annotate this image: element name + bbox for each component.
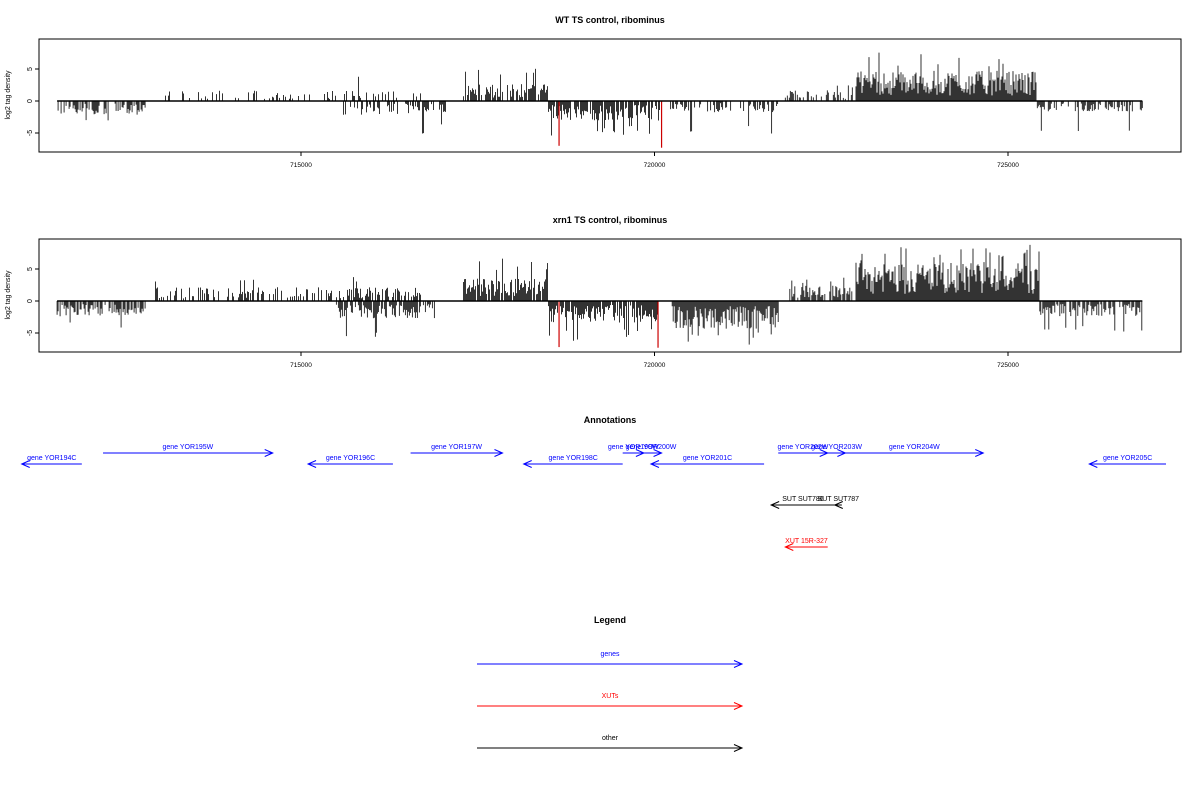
legend-label: genes [600, 651, 620, 658]
annotation-arrow [845, 449, 985, 457]
annotation-arrow [522, 460, 623, 468]
wt-x-tick-label: 725000 [997, 162, 1019, 169]
annotation-arrow [640, 449, 663, 457]
legend-items: genes XUTs other [477, 651, 744, 752]
annotation-arrow [833, 501, 843, 509]
xrn1-x-tick-label: 720000 [644, 362, 666, 369]
xrn1-x-tick-label: 725000 [997, 362, 1019, 369]
wt-x-axis: 715000 720000 725000 [290, 152, 1019, 169]
wt-y-tick-label: 0 [27, 99, 34, 103]
xrn1-x-axis: 715000 720000 725000 [290, 352, 1019, 369]
annotation-label: gene YOR197W [431, 444, 482, 451]
legend-arrow [477, 744, 744, 752]
annotation-arrow [649, 460, 765, 468]
xrn1-highlight-bars [558, 301, 659, 348]
xrn1-y-tick-label: 5 [27, 267, 34, 271]
annotation-label: gene YOR198C [549, 455, 598, 462]
legend-arrow [477, 660, 744, 668]
annotations-title: Annotations [584, 415, 637, 425]
annotation-label: XUT 15R-327 [785, 538, 828, 545]
annotation-label: gene YOR200W [626, 444, 677, 451]
xrn1-bars [56, 244, 1143, 345]
xrn1-y-tick-label: -5 [27, 330, 34, 336]
annotation-arrow [410, 449, 504, 457]
legend-arrow [477, 702, 744, 710]
wt-bars [57, 52, 1143, 136]
annotation-arrow [103, 449, 274, 457]
wt-highlight-bars [558, 101, 663, 148]
annotation-arrow [784, 543, 828, 551]
annotation-features: gene YOR194C gene YOR195W gene YOR196C gene… [20, 444, 1166, 551]
xrn1-plot-frame [38, 238, 1182, 353]
wt-plot-frame [38, 38, 1182, 153]
legend-label: other [602, 735, 619, 742]
xrn1-density-panel: xrn1 TS control, ribominus log2 tag dens… [5, 215, 1182, 369]
legend: Legend genes XUTs other [477, 615, 744, 752]
annotation-arrow [769, 501, 835, 509]
xrn1-y-axis: -5 0 5 [27, 267, 39, 336]
wt-y-tick-label: 5 [27, 67, 34, 71]
xrn1-y-tick-label: 0 [27, 299, 34, 303]
xrn1-x-tick-label: 715000 [290, 362, 312, 369]
legend-title: Legend [594, 615, 626, 625]
wt-y-axis-label: log2 tag density [5, 70, 12, 120]
legend-label: XUTs [602, 693, 619, 700]
annotation-label: gene YOR202W [778, 444, 829, 451]
xrn1-panel-title: xrn1 TS control, ribominus [553, 215, 668, 225]
annotation-label: gene YOR196C [326, 455, 375, 462]
annotation-label: gene YOR199W [608, 444, 659, 451]
annotation-arrow [306, 460, 393, 468]
annotation-label: SUT SUT786 [782, 496, 824, 503]
annotation-label: gene YOR203W [811, 444, 862, 451]
wt-density-panel: WT TS control, ribominus log2 tag densit… [5, 15, 1182, 169]
annotation-label: gene YOR204W [889, 444, 940, 451]
annotation-label: gene YOR194C [27, 455, 76, 462]
annotation-label: gene YOR201C [683, 455, 732, 462]
annotation-arrow [20, 460, 82, 468]
xrn1-y-axis-label: log2 tag density [5, 270, 12, 320]
wt-x-tick-label: 720000 [644, 162, 666, 169]
annotation-arrow [1088, 460, 1166, 468]
annotation-label: SUT SUT787 [818, 496, 860, 503]
annotation-label: gene YOR195W [162, 444, 213, 451]
wt-x-tick-label: 715000 [290, 162, 312, 169]
annotation-label: gene YOR205C [1103, 455, 1152, 462]
wt-y-axis: -5 0 5 [27, 67, 39, 136]
wt-y-tick-label: -5 [27, 130, 34, 136]
wt-panel-title: WT TS control, ribominus [555, 15, 665, 25]
